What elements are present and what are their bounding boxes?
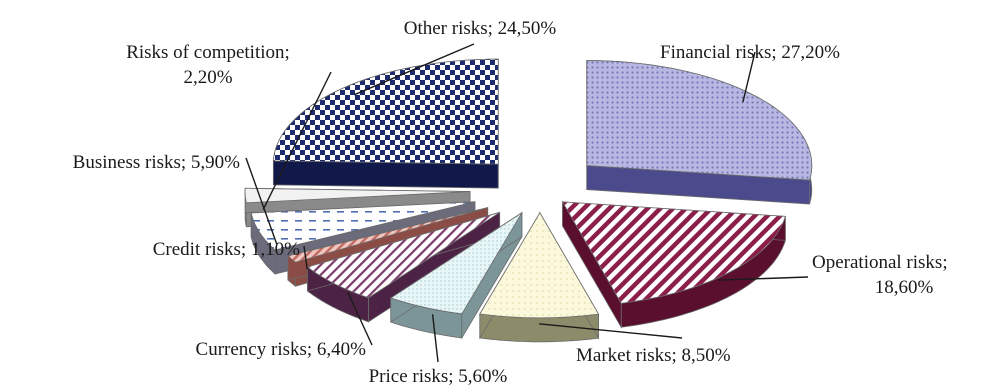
- leader-line: [262, 71, 332, 210]
- leader-line: [245, 157, 278, 245]
- slice-market-risks: [479, 211, 600, 343]
- leader-line: [539, 323, 683, 339]
- slice-top: [244, 187, 471, 204]
- slice-label: Other risks; 24,50%: [404, 18, 557, 39]
- leader-line: [353, 43, 475, 96]
- slice-top: [272, 58, 499, 165]
- slice-top: [287, 207, 488, 263]
- slice-financial-risks: [586, 60, 813, 205]
- slice-operational-risks: [561, 200, 786, 329]
- slice-label: Credit risks; 1,10%: [153, 239, 300, 260]
- slice-label: Currency risks; 6,40%: [196, 339, 367, 360]
- slice-top: [561, 201, 786, 304]
- slice-other-risks: [272, 58, 499, 189]
- slice-label: Market risks; 8,50%: [576, 345, 731, 366]
- slice-label: Operational risks; 18,60%: [812, 252, 948, 298]
- slice-label: Financial risks; 27,20%: [660, 42, 840, 63]
- slice-price-risks: [389, 211, 523, 340]
- leader-line: [742, 51, 756, 103]
- pie-labels: Financial risks; 27,20% Operational risks…: [73, 18, 948, 387]
- leader-line: [347, 292, 373, 346]
- slice-label: Risks of competition; 2,20%: [126, 42, 290, 88]
- leader-line: [303, 245, 308, 270]
- slice-top: [389, 212, 523, 315]
- leader-line: [717, 276, 809, 281]
- leader-line: [431, 314, 439, 363]
- pie-slices: [244, 58, 813, 343]
- slice-top: [250, 201, 475, 251]
- slice-label: Price risks; 5,60%: [369, 366, 508, 387]
- slice-top: [479, 212, 600, 319]
- slice-cut-wall: [272, 160, 499, 189]
- slice-label: Business risks; 5,90%: [73, 152, 240, 173]
- slice-top: [586, 60, 813, 181]
